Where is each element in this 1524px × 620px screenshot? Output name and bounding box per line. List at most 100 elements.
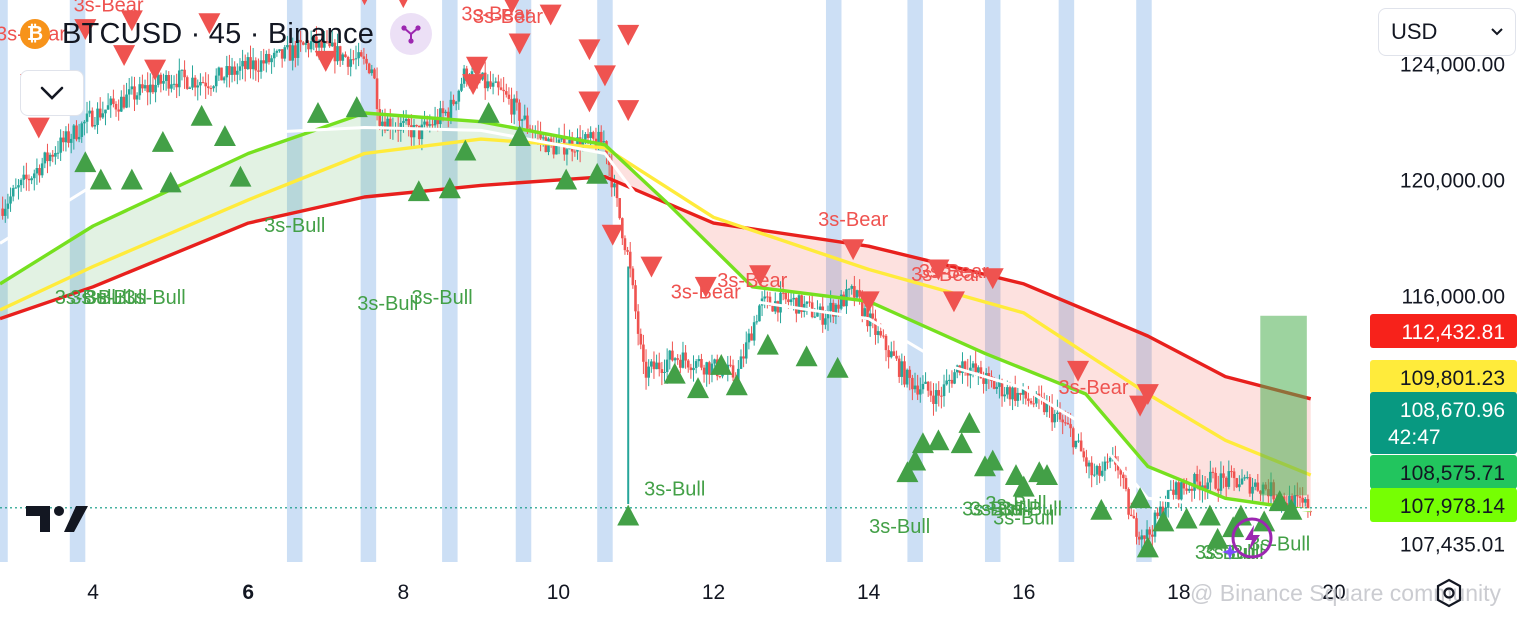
candle-body bbox=[644, 361, 648, 378]
candle-body bbox=[581, 139, 585, 150]
candle-body bbox=[404, 118, 408, 122]
candle-body bbox=[1253, 482, 1257, 487]
candle-body bbox=[185, 77, 189, 89]
candle-body bbox=[323, 41, 326, 48]
candle-body bbox=[510, 98, 513, 115]
candle-body bbox=[262, 60, 265, 64]
candle-body bbox=[694, 361, 698, 368]
candle-body bbox=[813, 316, 817, 318]
candle-body bbox=[431, 124, 434, 126]
candle-body bbox=[950, 379, 954, 384]
candle-body bbox=[301, 42, 305, 45]
candle-body bbox=[119, 96, 123, 112]
candle-body bbox=[650, 361, 653, 367]
candle-body bbox=[826, 311, 830, 319]
settings-icon[interactable] bbox=[1432, 576, 1466, 610]
candle-body bbox=[238, 66, 242, 71]
candle-body bbox=[671, 350, 674, 361]
bull-signal-triangle bbox=[710, 354, 733, 375]
candle-body bbox=[172, 83, 176, 85]
candle-body bbox=[789, 299, 793, 303]
x-tick-label: 16 bbox=[1012, 581, 1035, 604]
candle-body bbox=[117, 109, 120, 112]
candle-body bbox=[64, 131, 68, 143]
bull-zone-fill bbox=[0, 113, 613, 319]
bull-signal-label: 3s-Bull bbox=[1249, 533, 1310, 555]
last-price-price-box bbox=[1370, 392, 1517, 454]
candle-body bbox=[270, 58, 273, 63]
candle-body bbox=[1103, 461, 1107, 471]
candle-body bbox=[1238, 484, 1241, 488]
candle-body bbox=[905, 369, 909, 385]
candle-body bbox=[697, 358, 701, 362]
candle-body bbox=[217, 67, 221, 76]
candle-body bbox=[884, 335, 888, 351]
bear-signal-triangle bbox=[749, 265, 772, 287]
bear-signal-triangle bbox=[361, 0, 368, 6]
y-tick-label: 124,000.00 bbox=[1400, 54, 1505, 77]
candle-body bbox=[903, 361, 906, 385]
candle-body bbox=[744, 342, 748, 359]
candle-body bbox=[22, 174, 26, 180]
candle-body bbox=[3, 208, 7, 216]
candle-body bbox=[167, 75, 171, 89]
signals-layer: 3s-Bull3s-Bull3s-Bull3s-Bull3s-Bull3s-Bu… bbox=[0, 0, 1310, 564]
bear-signal-triangle bbox=[578, 91, 601, 113]
bear-signal-triangle bbox=[640, 256, 663, 278]
candle-body bbox=[457, 90, 461, 102]
candle-body bbox=[710, 363, 714, 375]
candle-body bbox=[43, 152, 47, 164]
bull-signal-triangle bbox=[151, 130, 174, 152]
candle-body bbox=[241, 60, 244, 67]
bear-zone-fill bbox=[612, 152, 1311, 511]
candle-body bbox=[1143, 535, 1146, 539]
candle-body bbox=[1153, 512, 1157, 537]
candle-body bbox=[133, 86, 136, 100]
candle-body bbox=[1095, 466, 1099, 475]
candle-body bbox=[1029, 400, 1033, 404]
candle-body bbox=[151, 84, 155, 93]
flash-icon[interactable] bbox=[1218, 516, 1274, 562]
candle-body bbox=[1064, 422, 1067, 424]
candle-body bbox=[32, 173, 36, 179]
candle-body bbox=[940, 395, 943, 397]
candle-body bbox=[937, 390, 941, 396]
candle-body bbox=[494, 81, 498, 83]
candle-body bbox=[1222, 473, 1225, 478]
candle-body bbox=[549, 138, 553, 145]
candle-body bbox=[779, 292, 782, 313]
candle-body bbox=[246, 57, 250, 69]
candle-body bbox=[83, 121, 86, 124]
candle-body bbox=[1003, 394, 1006, 397]
bull-signal-label: 3s-Bull bbox=[264, 215, 325, 237]
candle-body bbox=[1177, 482, 1181, 500]
share-button[interactable] bbox=[390, 13, 433, 55]
bear-signal-label: 3s-Bear bbox=[74, 0, 144, 17]
symbol-title[interactable]: BTCUSD · 45 · Binance bbox=[62, 17, 375, 50]
candle-body bbox=[1021, 389, 1025, 395]
currency-select[interactable]: USD bbox=[1378, 8, 1516, 56]
collapse-legend-button[interactable] bbox=[20, 70, 84, 116]
bear-signal-triangle bbox=[694, 276, 717, 298]
candle-body bbox=[831, 302, 835, 317]
candle-body bbox=[454, 101, 458, 105]
candle-body bbox=[1219, 473, 1223, 491]
candle-body bbox=[1209, 471, 1212, 483]
candle-body bbox=[330, 42, 334, 47]
candle-body bbox=[555, 144, 558, 155]
candle-body bbox=[523, 115, 527, 120]
bull-signal-triangle bbox=[911, 432, 934, 454]
bull-signal-label: 3s-Bull bbox=[70, 287, 131, 309]
candle-body bbox=[6, 203, 10, 209]
bull-signal-triangle bbox=[725, 374, 748, 396]
candle-body bbox=[362, 56, 366, 59]
bear-signal-triangle bbox=[857, 291, 880, 313]
candle-body bbox=[112, 98, 115, 104]
candle-body bbox=[214, 75, 218, 87]
bull-signal-triangle bbox=[407, 180, 430, 202]
candle-body bbox=[373, 69, 376, 79]
candle-body bbox=[992, 381, 996, 389]
candle-body bbox=[209, 88, 213, 90]
ma-green-price-box bbox=[1370, 455, 1517, 489]
